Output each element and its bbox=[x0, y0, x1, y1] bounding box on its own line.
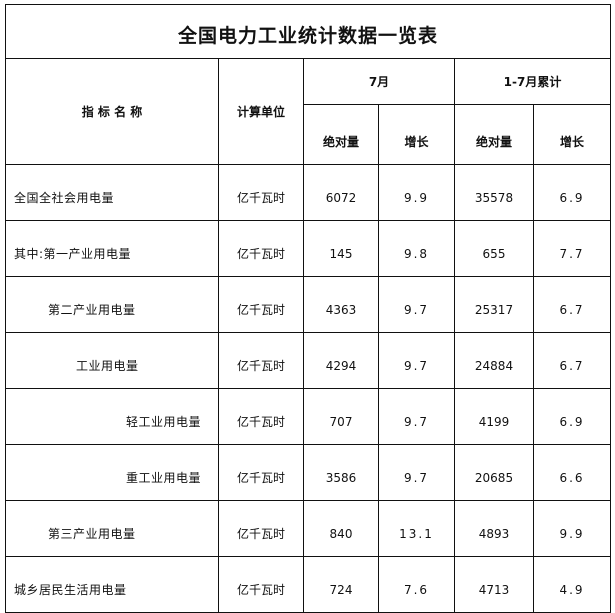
electricity-statistics-table: 全国电力工业统计数据一览表 指 标 名 称 计算单位 7月 1-7月累计 绝对量… bbox=[5, 4, 611, 613]
table-row: 其中:第一产业用电量 亿千瓦时 145 9.8 655 7.7 bbox=[5, 220, 611, 277]
cumulative-growth-cell: 6.9 bbox=[533, 388, 611, 445]
table-row: 轻工业用电量 亿千瓦时 707 9.7 4199 6.9 bbox=[5, 388, 611, 445]
indicator-name-cell: 第三产业用电量 bbox=[5, 500, 219, 557]
cumulative-absolute-cell: 4199 bbox=[454, 388, 534, 445]
month-absolute-cell: 4294 bbox=[303, 332, 379, 389]
cumulative-absolute-cell: 655 bbox=[454, 220, 534, 277]
indicator-name-cell: 第二产业用电量 bbox=[5, 276, 219, 333]
table-row: 工业用电量 亿千瓦时 4294 9.7 24884 6.7 bbox=[5, 332, 611, 389]
cumulative-growth-cell: 6.7 bbox=[533, 276, 611, 333]
month-absolute-cell: 840 bbox=[303, 500, 379, 557]
indicator-name-cell: 其中:第一产业用电量 bbox=[5, 220, 219, 277]
unit-cell: 亿千瓦时 bbox=[218, 444, 304, 501]
header-month-growth: 增长 bbox=[378, 104, 455, 165]
header-month-absolute: 绝对量 bbox=[303, 104, 379, 165]
table-row: 城乡居民生活用电量 亿千瓦时 724 7.6 4713 4.9 bbox=[5, 556, 611, 613]
cumulative-growth-cell: 6.6 bbox=[533, 444, 611, 501]
header-cumulative-growth: 增长 bbox=[533, 104, 611, 165]
header-unit: 计算单位 bbox=[218, 58, 304, 165]
cumulative-absolute-cell: 25317 bbox=[454, 276, 534, 333]
unit-cell: 亿千瓦时 bbox=[218, 388, 304, 445]
unit-cell: 亿千瓦时 bbox=[218, 500, 304, 557]
month-growth-cell: 9.8 bbox=[378, 220, 455, 277]
table-title: 全国电力工业统计数据一览表 bbox=[5, 4, 611, 59]
cumulative-growth-cell: 6.9 bbox=[533, 164, 611, 221]
cumulative-growth-cell: 6.7 bbox=[533, 332, 611, 389]
indicator-name-cell: 城乡居民生活用电量 bbox=[5, 556, 219, 613]
unit-cell: 亿千瓦时 bbox=[218, 332, 304, 389]
indicator-name-cell: 全国全社会用电量 bbox=[5, 164, 219, 221]
month-growth-cell: 9.7 bbox=[378, 276, 455, 333]
cumulative-absolute-cell: 24884 bbox=[454, 332, 534, 389]
month-growth-cell: 9.9 bbox=[378, 164, 455, 221]
cumulative-absolute-cell: 4713 bbox=[454, 556, 534, 613]
table-row: 重工业用电量 亿千瓦时 3586 9.7 20685 6.6 bbox=[5, 444, 611, 501]
cumulative-absolute-cell: 4893 bbox=[454, 500, 534, 557]
month-absolute-cell: 707 bbox=[303, 388, 379, 445]
indicator-name-cell: 重工业用电量 bbox=[5, 444, 219, 501]
header-cumulative-absolute: 绝对量 bbox=[454, 104, 534, 165]
header-cumulative: 1-7月累计 bbox=[454, 58, 611, 105]
month-growth-cell: 9.7 bbox=[378, 388, 455, 445]
month-growth-cell: 7.6 bbox=[378, 556, 455, 613]
table-row: 第三产业用电量 亿千瓦时 840 13.1 4893 9.9 bbox=[5, 500, 611, 557]
cumulative-growth-cell: 9.9 bbox=[533, 500, 611, 557]
indicator-name-cell: 工业用电量 bbox=[5, 332, 219, 389]
cumulative-absolute-cell: 20685 bbox=[454, 444, 534, 501]
unit-cell: 亿千瓦时 bbox=[218, 164, 304, 221]
table-row: 全国全社会用电量 亿千瓦时 6072 9.9 35578 6.9 bbox=[5, 164, 611, 221]
cumulative-growth-cell: 7.7 bbox=[533, 220, 611, 277]
header-indicator-name: 指 标 名 称 bbox=[5, 58, 219, 165]
month-absolute-cell: 4363 bbox=[303, 276, 379, 333]
unit-cell: 亿千瓦时 bbox=[218, 276, 304, 333]
table-row: 第二产业用电量 亿千瓦时 4363 9.7 25317 6.7 bbox=[5, 276, 611, 333]
month-growth-cell: 9.7 bbox=[378, 332, 455, 389]
unit-cell: 亿千瓦时 bbox=[218, 556, 304, 613]
month-absolute-cell: 3586 bbox=[303, 444, 379, 501]
cumulative-growth-cell: 4.9 bbox=[533, 556, 611, 613]
month-absolute-cell: 6072 bbox=[303, 164, 379, 221]
month-growth-cell: 13.1 bbox=[378, 500, 455, 557]
month-growth-cell: 9.7 bbox=[378, 444, 455, 501]
month-absolute-cell: 145 bbox=[303, 220, 379, 277]
unit-cell: 亿千瓦时 bbox=[218, 220, 304, 277]
header-month: 7月 bbox=[303, 58, 455, 105]
cumulative-absolute-cell: 35578 bbox=[454, 164, 534, 221]
month-absolute-cell: 724 bbox=[303, 556, 379, 613]
indicator-name-cell: 轻工业用电量 bbox=[5, 388, 219, 445]
